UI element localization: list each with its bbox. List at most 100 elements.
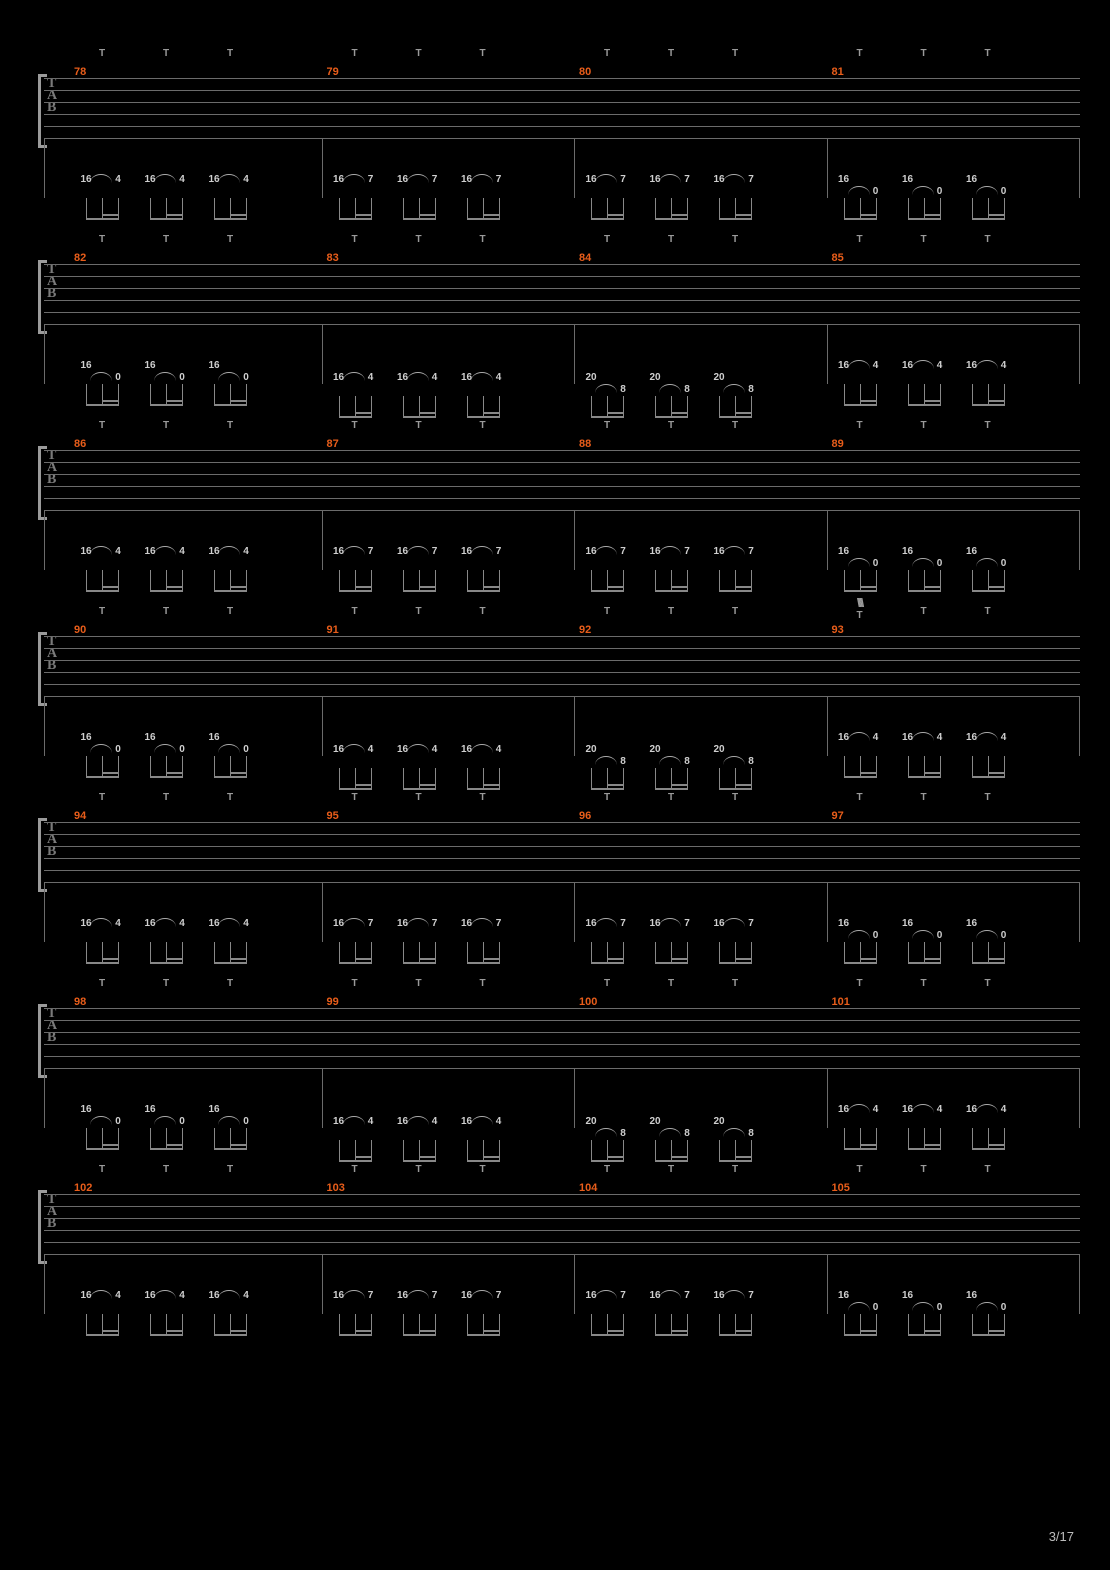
staff-line xyxy=(44,78,1080,79)
slur-arc xyxy=(595,918,617,927)
note-stem xyxy=(419,1314,420,1336)
beam xyxy=(908,1334,940,1336)
staff: 160160160164164164208208208164164164 xyxy=(44,264,1080,324)
technique-t-mark: T xyxy=(415,234,421,245)
fret-number: 0 xyxy=(242,1117,250,1127)
technique-t-mark: T xyxy=(668,48,674,59)
fret-number: 0 xyxy=(178,745,186,755)
fret-number: 4 xyxy=(431,1117,439,1127)
fret-number: 4 xyxy=(114,175,122,185)
beam xyxy=(988,1330,1004,1332)
note-group: 164 xyxy=(206,1254,270,1334)
fret-number: 0 xyxy=(114,373,122,383)
note-stem xyxy=(118,1314,119,1336)
fret-number: 16 xyxy=(207,733,220,743)
fret-number: 16 xyxy=(965,175,978,185)
note-stem xyxy=(435,1314,436,1336)
slur-arc xyxy=(912,1104,934,1113)
staff-line xyxy=(44,1032,1080,1033)
technique-t-mark: T xyxy=(351,1164,357,1175)
slur-arc xyxy=(218,1116,240,1125)
beam xyxy=(214,1334,246,1336)
staff: 164164164167167167167167167160160160 xyxy=(44,1194,1080,1254)
slur-arc xyxy=(154,372,176,381)
technique-t-mark: T xyxy=(856,610,862,621)
fret-number: 4 xyxy=(872,733,880,743)
slur-arc xyxy=(912,186,934,195)
fret-number: 7 xyxy=(747,1291,755,1301)
slur-arc xyxy=(218,744,240,753)
fret-number: 7 xyxy=(367,175,375,185)
barline xyxy=(44,1068,45,1128)
fret-number: 0 xyxy=(1000,931,1008,941)
technique-t-mark: T xyxy=(415,792,421,803)
measure-number: 81 xyxy=(832,66,844,78)
slur-arc xyxy=(218,372,240,381)
fret-number: 4 xyxy=(242,175,250,185)
technique-t-mark: T xyxy=(479,792,485,803)
fret-number: 7 xyxy=(431,919,439,929)
note-stem xyxy=(182,1314,183,1336)
beam xyxy=(735,1330,751,1332)
slur-arc xyxy=(471,918,493,927)
fret-number: 16 xyxy=(79,733,92,743)
slur-arc xyxy=(343,546,365,555)
fret-number: 20 xyxy=(584,1117,597,1127)
note-stem xyxy=(876,1314,877,1336)
technique-t-mark: T xyxy=(920,792,926,803)
slur-arc xyxy=(976,186,998,195)
fret-number: 4 xyxy=(495,373,503,383)
note-group: 160 xyxy=(964,1254,1028,1334)
measure-number: 86 xyxy=(74,438,86,450)
technique-t-mark: T xyxy=(99,1164,105,1175)
slur-arc xyxy=(90,174,112,183)
tab-system: 78798081TABTTTTTTTTTTTT16416416416716716… xyxy=(0,18,1110,188)
technique-t-mark: T xyxy=(604,606,610,617)
beam xyxy=(671,1330,687,1332)
fret-number: 4 xyxy=(114,1291,122,1301)
staff-line xyxy=(44,822,1080,823)
measure-number: 85 xyxy=(832,252,844,264)
staff-line xyxy=(44,684,1080,685)
fret-number: 0 xyxy=(242,745,250,755)
slur-arc xyxy=(407,546,429,555)
beam xyxy=(924,1330,940,1332)
beam xyxy=(230,1330,246,1332)
measure-number: 82 xyxy=(74,252,86,264)
measure: 167167167 xyxy=(323,1254,576,1334)
fret-number: 4 xyxy=(1000,1105,1008,1115)
note-group: 167 xyxy=(583,1254,647,1334)
beam xyxy=(86,1334,118,1336)
technique-t-mark: T xyxy=(668,1164,674,1175)
beam xyxy=(403,1334,435,1336)
technique-t-mark: T xyxy=(732,978,738,989)
note-stem xyxy=(230,1314,231,1336)
note-stem xyxy=(499,1314,500,1336)
fret-number: 0 xyxy=(936,1303,944,1313)
barline xyxy=(44,138,45,198)
note-stem xyxy=(86,1314,87,1336)
measure-number: 80 xyxy=(579,66,591,78)
slur-arc xyxy=(407,372,429,381)
fret-number: 7 xyxy=(495,175,503,185)
staff-line xyxy=(44,660,1080,661)
fret-number: 7 xyxy=(495,1291,503,1301)
technique-t-mark: T xyxy=(920,606,926,617)
fret-number: 7 xyxy=(683,175,691,185)
technique-t-mark: T xyxy=(668,978,674,989)
technique-t-mark: T xyxy=(351,420,357,431)
note-group: 167 xyxy=(711,1254,775,1334)
fret-number: 16 xyxy=(901,1291,914,1301)
note-stem xyxy=(844,1314,845,1336)
technique-row: TTTTTTTTTTTT xyxy=(44,792,1080,806)
staff-line xyxy=(44,126,1080,127)
note-stem xyxy=(924,1314,925,1336)
fret-number: 4 xyxy=(367,745,375,755)
measure-number: 101 xyxy=(832,996,850,1008)
technique-t-mark: T xyxy=(856,1164,862,1175)
fret-number: 0 xyxy=(936,187,944,197)
measure-number: 83 xyxy=(327,252,339,264)
fret-number: 0 xyxy=(242,373,250,383)
technique-t-mark: T xyxy=(227,48,233,59)
staff: 164164164167167167167167167160160160 xyxy=(44,450,1080,510)
